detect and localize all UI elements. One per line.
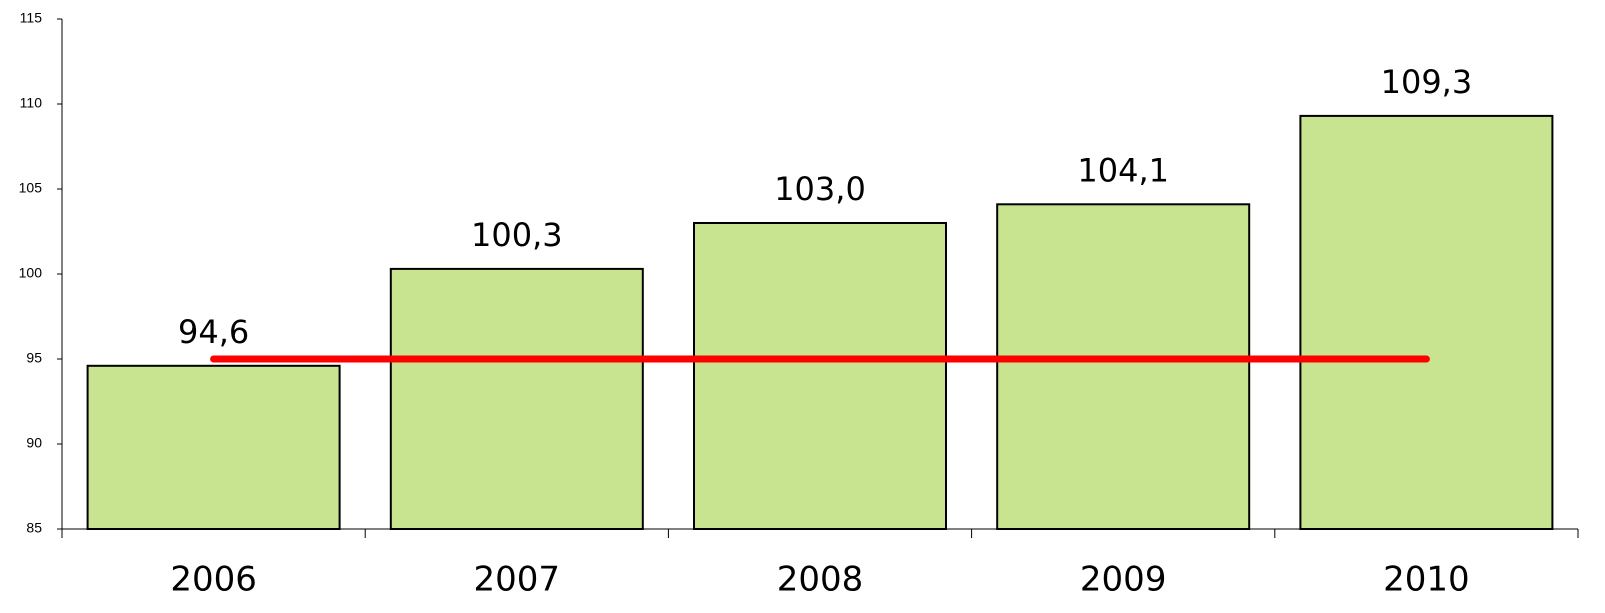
value-label: 103,0 xyxy=(774,170,866,208)
x-tick-label: 2010 xyxy=(1383,560,1470,600)
value-label: 94,6 xyxy=(178,313,249,351)
x-tick-label: 2009 xyxy=(1080,560,1167,600)
value-label: 109,3 xyxy=(1381,63,1473,101)
bar xyxy=(693,222,947,530)
y-tick-label: 90 xyxy=(26,435,42,451)
value-label: 100,3 xyxy=(471,216,563,254)
value-label: 104,1 xyxy=(1077,151,1169,189)
y-tick-label: 100 xyxy=(19,265,43,281)
bar xyxy=(1299,114,1554,531)
y-tick-label: 85 xyxy=(26,520,42,536)
y-tick-label: 110 xyxy=(20,95,43,111)
y-tick-label: 115 xyxy=(20,10,43,26)
bar xyxy=(86,364,341,530)
y-tick-label: 105 xyxy=(19,180,43,196)
x-tick-label: 2008 xyxy=(777,560,864,600)
y-tick-label: 95 xyxy=(26,350,42,366)
x-tick-label: 2006 xyxy=(170,560,257,600)
bar xyxy=(389,267,644,530)
x-tick-label: 2007 xyxy=(474,560,561,600)
bar xyxy=(996,203,1251,531)
